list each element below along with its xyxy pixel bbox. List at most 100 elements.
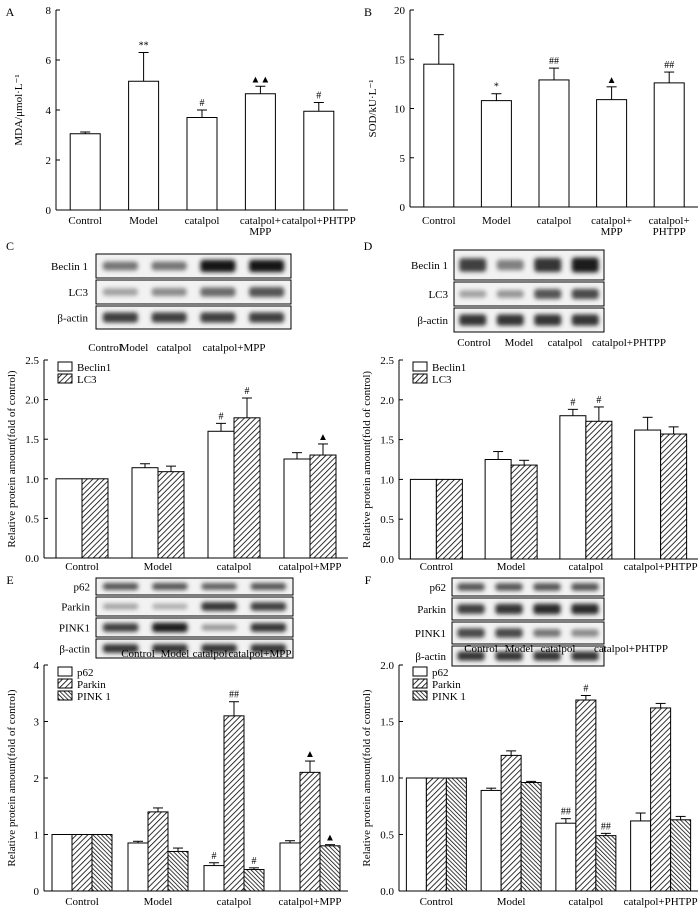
bar: [147, 811, 169, 892]
y-tick-label: 0.5: [25, 513, 39, 525]
y-axis-title: Relative protein amount(fold of control): [361, 371, 373, 549]
blot-band: [102, 623, 139, 632]
legend-swatch: [412, 361, 428, 372]
blot-strip: [451, 621, 605, 645]
blot-band: [249, 287, 285, 297]
blot-band: [200, 287, 236, 297]
blot-band: [495, 603, 523, 615]
bar: [157, 471, 185, 559]
blot-band: [457, 583, 485, 591]
significance-mark: ##: [664, 60, 674, 71]
bar: [653, 82, 685, 208]
significance-mark: *: [494, 82, 499, 93]
bar: [670, 819, 692, 892]
blot-lane-label: catalpol: [548, 337, 583, 349]
significance-mark: #: [219, 411, 224, 422]
bar: [650, 707, 672, 892]
bar: [91, 834, 113, 892]
bar: [555, 822, 577, 892]
blot-row-label: Parkin: [417, 604, 446, 616]
bar: [484, 459, 512, 560]
blot-strip: [95, 617, 294, 638]
bar: [128, 80, 160, 211]
legend-swatch: [412, 690, 428, 701]
blot-row-label: Parkin: [61, 602, 90, 614]
blot-band: [496, 314, 524, 326]
blot-band: [201, 602, 237, 611]
category-label: catalpol+PHTPP: [624, 561, 698, 573]
bar: [233, 417, 261, 559]
legend-swatch: [57, 373, 73, 384]
panel-letter-F: F: [365, 573, 372, 587]
bar: [575, 699, 597, 892]
blot-band: [533, 628, 561, 638]
chart-E2: 0 1 2 3 4 Relative protein amount(fold of con…: [6, 660, 348, 908]
y-tick-label: 0: [34, 886, 40, 898]
bar: [559, 415, 587, 560]
blot-band: [250, 602, 287, 611]
legend-label: p62: [77, 667, 94, 679]
significance-mark: #: [245, 386, 250, 397]
blot-lane-label: catalpol+PHTPP: [594, 643, 668, 655]
bar: [69, 133, 101, 211]
blot-band: [571, 629, 599, 637]
significance-mark: #: [252, 856, 257, 867]
blot-band: [249, 312, 285, 323]
western-blot-D: Beclin 1 LC3 β-actin Control Model catalpol ca…: [411, 249, 666, 349]
chart-B: 0 5 10 15 20 SOD/kU·L⁻¹ Control Model * catalpol #…: [367, 5, 698, 238]
y-tick-label: 1.0: [380, 773, 394, 785]
bar: [279, 842, 301, 892]
bar: [405, 777, 427, 892]
y-tick-label: 6: [46, 55, 52, 67]
category-label: Control: [422, 215, 456, 227]
y-tick-label: 2.5: [25, 355, 39, 367]
y-tick-label: 15: [394, 54, 406, 66]
blot-lane-label: Model: [120, 342, 149, 354]
bar: [81, 478, 109, 559]
bar: [585, 420, 613, 560]
bar: [131, 467, 159, 559]
blot-row-label: Beclin 1: [51, 261, 88, 273]
blot-band: [152, 603, 188, 610]
blot-lane-label: Model: [161, 648, 190, 660]
legend-label: LC3: [432, 374, 452, 386]
bar: [127, 842, 149, 892]
y-tick-label: 0: [46, 205, 52, 217]
category-label: catalpol: [217, 896, 252, 908]
bar: [634, 429, 662, 560]
significance-mark: ##: [549, 56, 559, 67]
y-tick-label: 20: [394, 5, 406, 17]
y-tick-label: 0.5: [380, 830, 394, 842]
bar: [309, 454, 337, 559]
panel-letter-E: E: [6, 573, 13, 587]
bar: [435, 478, 463, 560]
significance-mark: ▲: [325, 833, 335, 844]
significance-mark: #: [200, 98, 205, 109]
y-tick-label: 10: [394, 104, 406, 116]
blot-lane-label: catalpol: [193, 648, 228, 660]
blot-band: [459, 258, 487, 272]
category-label: Control: [420, 561, 454, 573]
bar: [283, 458, 311, 559]
y-tick-label: 1.0: [25, 474, 39, 486]
blot-band: [496, 290, 524, 298]
y-axis-title: SOD/kU·L⁻¹: [367, 80, 379, 138]
blot-band: [151, 312, 187, 323]
y-tick-label: 1.5: [380, 435, 394, 447]
blot-band: [250, 623, 287, 632]
category-label: Model: [144, 896, 173, 908]
blot-band: [571, 314, 599, 326]
blot-lane-label: Control: [121, 648, 155, 660]
category-label: catalpol+MPP: [278, 896, 341, 908]
blot-band: [457, 628, 485, 638]
blot-lane-label: catalpol+MPP: [228, 648, 291, 660]
blot-band: [249, 259, 285, 273]
panel-letter-A: A: [6, 5, 15, 19]
bar: [500, 754, 522, 892]
bar: [596, 99, 628, 208]
blot-band: [102, 603, 139, 610]
significance-mark: ##: [561, 807, 571, 818]
bar: [510, 464, 538, 560]
category-label: catalpol+: [649, 215, 690, 227]
